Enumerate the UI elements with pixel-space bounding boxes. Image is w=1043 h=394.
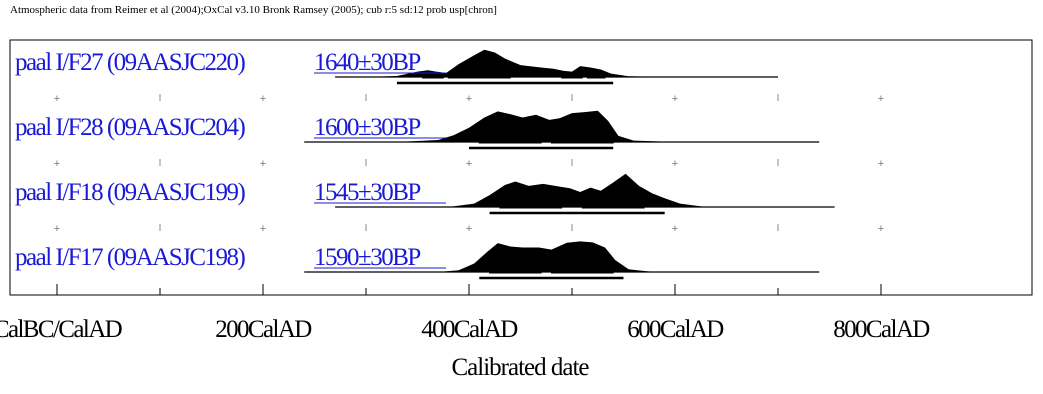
probability-distribution [396,110,675,142]
x-tick-label: 800CalAD [833,316,930,343]
series-row: paal I/F28 (09AASJC204) 1600±30BP [15,110,820,150]
grid-plus-mark: + [466,158,472,170]
range-68-bracket [489,270,542,274]
date-label: 1590±30BP [314,244,420,271]
sample-name-label: paal I/F17 (09AASJC198) [15,244,246,271]
sample-name-label: paal I/F28 (09AASJC204) [15,114,246,141]
chart-title: Atmospheric data from Reimer et al (2004… [10,4,497,16]
range-68-bracket [478,140,542,144]
grid-plus-mark: + [466,93,472,105]
range-68-bracket [447,75,511,79]
row-grid-marks: + + + + + + + + + + + + + + + [54,93,884,235]
series-row: paal I/F18 (09AASJC199) 1545±30BP [15,173,835,215]
grid-plus-mark: + [54,93,60,105]
grid-plus-mark: + [878,93,884,105]
range-68-bracket [550,140,614,144]
grid-plus-mark: + [878,158,884,170]
x-axis: CalBC/CalAD 200CalAD 400CalAD 600CalAD 800Ca… [0,284,932,343]
sample-name-label: paal I/F18 (09AASJC199) [15,179,246,206]
grid-plus-mark: + [878,223,884,235]
x-tick-label: 600CalAD [627,316,724,343]
series-row: paal I/F27 (09AASJC220) 1640±30BP [15,49,778,85]
grid-plus-mark: + [466,223,472,235]
grid-plus-mark: + [672,93,678,105]
grid-plus-mark: + [672,223,678,235]
range-68-bracket [581,205,645,209]
grid-plus-mark: + [260,223,266,235]
grid-plus-mark: + [54,223,60,235]
probability-distribution [438,241,655,272]
range-68-bracket [550,270,614,274]
range-68-bracket [422,75,444,79]
grid-plus-mark: + [672,158,678,170]
date-label: 1545±30BP [314,179,420,206]
series-row: paal I/F17 (09AASJC198) 1590±30BP [15,241,820,280]
date-label: 1640±30BP [314,49,420,76]
x-tick-label: 400CalAD [421,316,518,343]
range-68-bracket [561,75,583,79]
probability-distribution [366,49,675,77]
range-68-bracket [499,205,563,209]
grid-plus-mark: + [54,158,60,170]
plot-frame [9,39,1033,296]
grid-plus-mark: + [260,93,266,105]
range-68-bracket [586,75,606,79]
x-tick-label: CalBC/CalAD [0,316,123,343]
grid-plus-mark: + [260,158,266,170]
date-label: 1600±30BP [314,114,420,141]
x-tick-label: 200CalAD [215,316,312,343]
sample-name-label: paal I/F27 (09AASJC220) [15,49,246,76]
x-axis-label: Calibrated date [451,354,589,381]
probability-distribution [448,173,706,207]
